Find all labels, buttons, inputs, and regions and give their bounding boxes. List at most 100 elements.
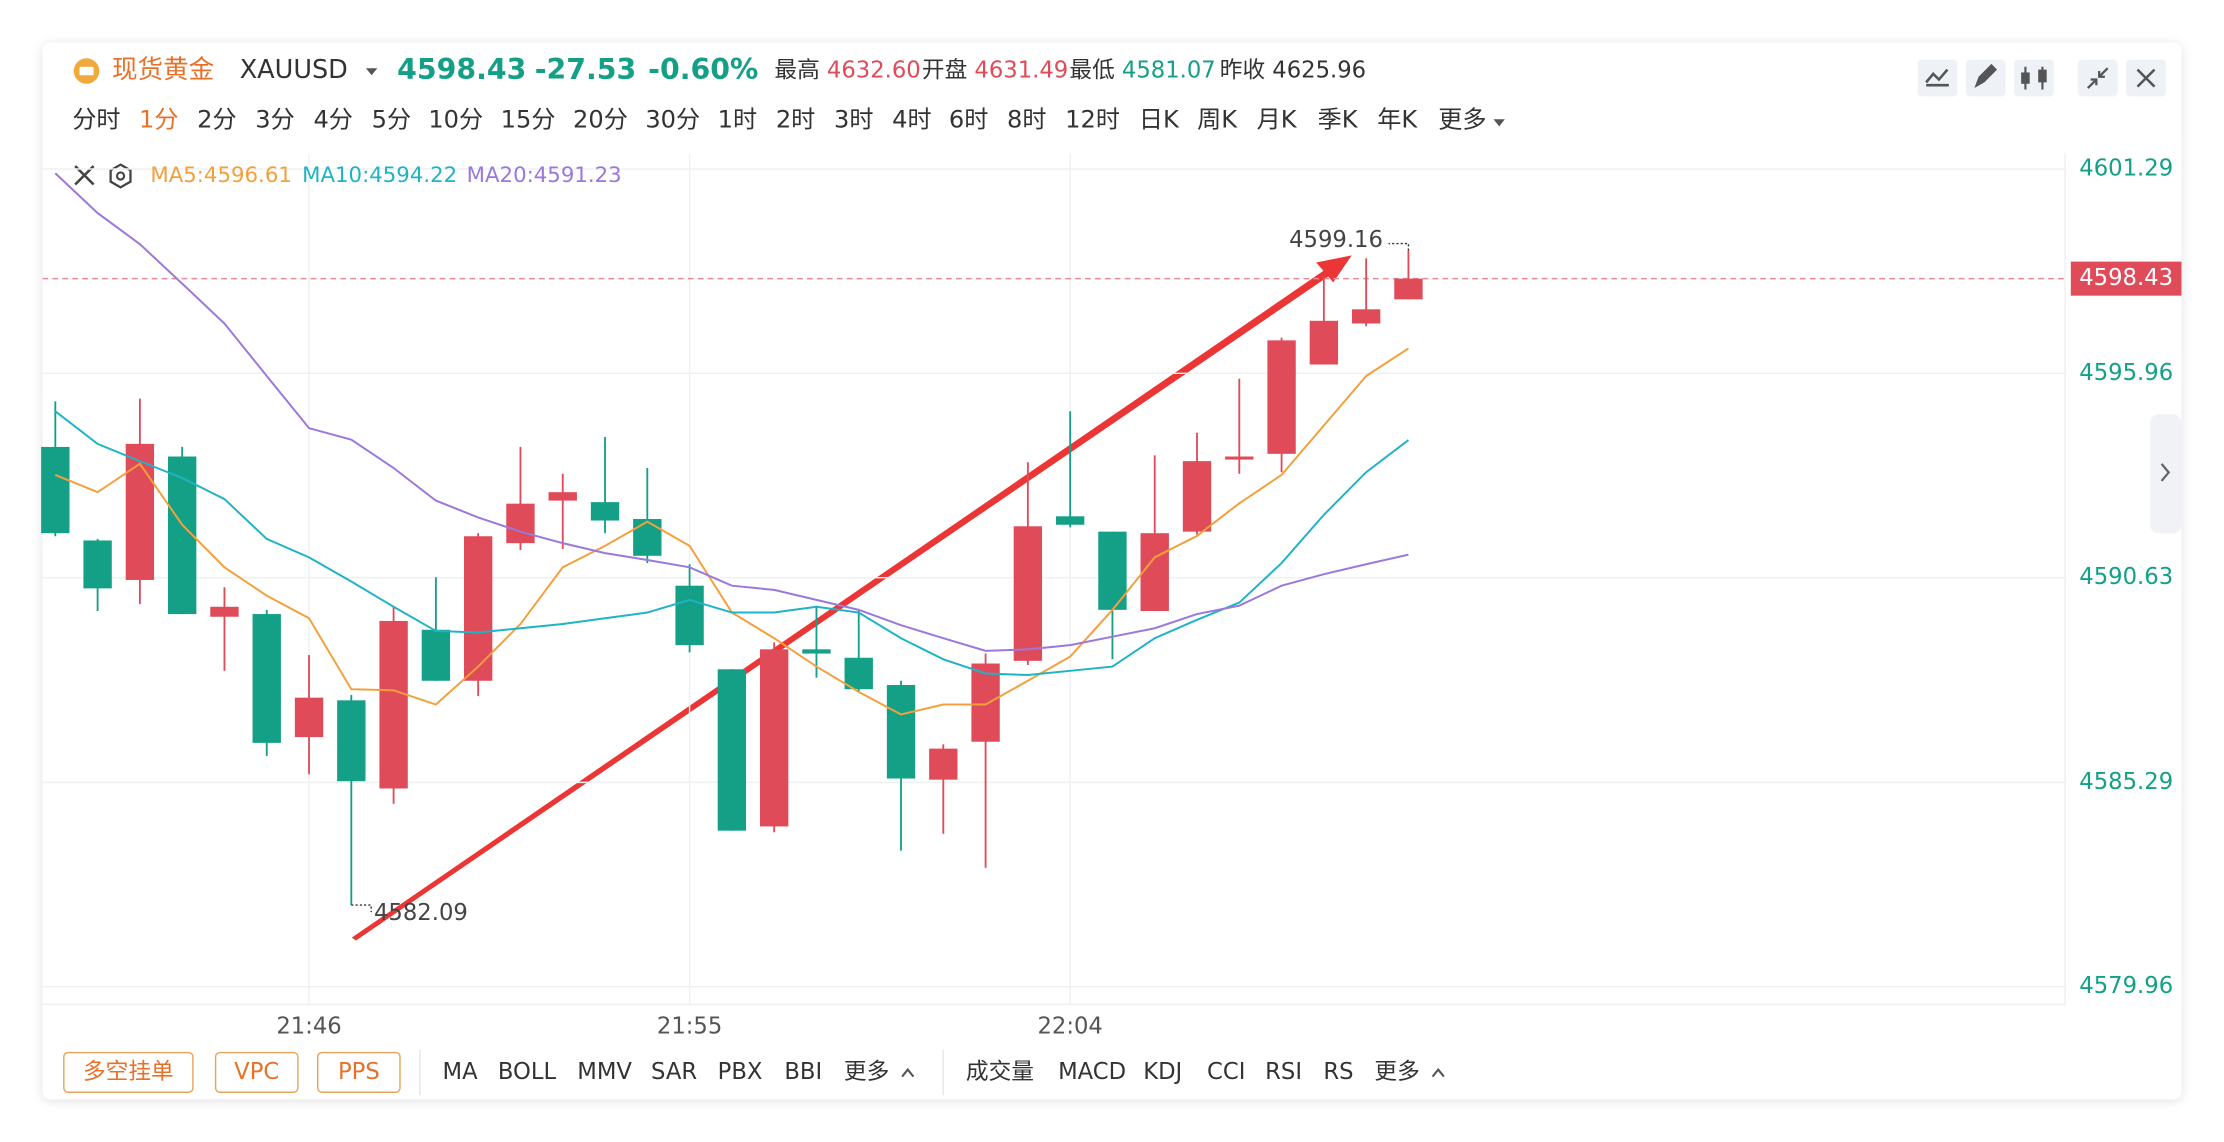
timeframe-tab[interactable]: 分时 [72,106,120,134]
indicator-tab[interactable]: MACD [1058,1059,1126,1085]
bottom-button-label[interactable]: PPS [338,1059,380,1085]
indicator-tab[interactable]: 成交量 [966,1059,1034,1085]
max-label: 4599.16 [1289,227,1383,253]
min-label: 4582.09 [374,900,468,926]
timeframe-tab[interactable]: 4分 [313,106,352,134]
timeframe-tab[interactable]: 1时 [718,106,757,134]
candle-body [294,697,324,738]
candle-body [633,518,662,556]
candle-body [844,657,873,690]
candle-body [590,502,620,521]
timeframe-tab[interactable]: 年K [1377,106,1418,134]
stat-value: 4625.96 [1272,58,1366,84]
candle-body [1182,461,1212,532]
pen-icon [1974,63,1998,89]
timeframe-tab[interactable]: 8时 [1007,106,1046,134]
indicator-tab[interactable]: 更多 [844,1059,889,1085]
candle-body [1140,533,1169,612]
candle-body [252,614,281,743]
stat-value: 4632.60 [827,58,921,84]
last-price-tag [2070,261,2182,296]
candle-body [210,606,239,617]
timeframe-tab[interactable]: 3时 [834,106,873,134]
bottom-button-label[interactable]: 多空挂单 [83,1059,174,1085]
indicator-tab[interactable]: KDJ [1143,1059,1182,1085]
x-tick-label: 21:55 [657,1014,722,1040]
tool-button[interactable] [2077,59,2118,97]
side-chevron [2160,463,2171,482]
timeframe-tab[interactable]: 季K [1318,106,1359,134]
indicator-tab[interactable]: SAR [651,1059,697,1085]
stat-value: 4581.07 [1122,58,1216,84]
indicator-tab[interactable]: PBX [718,1059,763,1085]
more-chevron [901,1067,915,1078]
symbol-caret[interactable] [365,68,378,76]
legend-entry: MA5:4596.61 [150,163,292,188]
candle-body [971,663,1000,742]
timeframe-tab[interactable]: 日K [1139,106,1180,134]
y-tick-label: 4585.29 [2079,769,2173,795]
tool-button[interactable] [2014,59,2054,97]
candle-body [379,620,408,789]
more-chevron [1431,1067,1445,1078]
candle-icon [2021,72,2030,84]
timeframe-tab[interactable]: 3分 [255,106,294,134]
timeframe-tab[interactable]: 5分 [372,106,411,134]
timeframe-tab[interactable]: 周K [1197,106,1238,134]
bottom-button-label[interactable]: VPC [234,1059,279,1085]
timeframe-tab[interactable]: 6时 [949,106,988,134]
stat-label: 开盘 [922,58,967,84]
trend-arrowhead [1316,255,1352,283]
indicator-tab[interactable]: RSI [1265,1059,1302,1085]
x-tick-label: 22:04 [1037,1014,1102,1040]
change-pct: -0.60% [648,53,758,86]
candle-body [1225,456,1254,460]
candle-body [337,700,366,782]
bottom-button[interactable] [214,1051,299,1093]
candle-body [929,748,958,780]
close-icon [2136,68,2156,88]
y-tick-label: 4601.29 [2079,156,2173,182]
symbol[interactable]: XAUUSD [240,55,348,85]
shrink-icon [2087,67,2109,89]
timeframe-tab[interactable]: 30分 [645,106,700,134]
timeframe-tab[interactable]: 2时 [776,106,815,134]
timeframe-tab[interactable]: 12时 [1065,106,1120,134]
indicator-tab[interactable]: MMV [577,1059,632,1085]
last-price-label: 4598.43 [2079,265,2173,291]
x-tick-label: 21:46 [276,1014,341,1040]
indicator-tab[interactable]: RS [1323,1059,1353,1085]
timeframe-tab[interactable]: 10分 [428,106,483,134]
candle-body [759,649,789,827]
bottom-button[interactable] [63,1051,194,1093]
y-tick-label: 4595.96 [2079,360,2173,386]
indicator-tab[interactable]: BBI [784,1059,822,1085]
timeframe-tab[interactable]: 4时 [892,106,931,134]
candle-body [1055,516,1085,525]
timeframe-tab[interactable]: 20分 [573,106,628,134]
candle-body [1394,278,1423,300]
change: -27.53 [535,53,636,86]
indicator-tab[interactable]: CCI [1207,1059,1245,1085]
trend-arrow [351,258,1345,941]
ma-line [54,172,1409,652]
stat-label: 昨收 [1220,58,1265,84]
bottom-button[interactable] [317,1051,401,1093]
instrument-name: 现货黄金 [112,55,214,85]
price: 4598.43 [397,53,526,86]
indicator-tab[interactable]: BOLL [498,1059,557,1085]
timeframe-tab[interactable]: 1分 [139,106,178,134]
indicator-tab[interactable]: 更多 [1374,1059,1419,1085]
indicator-tab[interactable]: MA [443,1059,479,1085]
timeframe-tab[interactable]: 2分 [197,106,236,134]
ma-line [54,410,1410,677]
timeframe-tab[interactable]: 更多 [1438,106,1486,134]
timeframe-tab[interactable]: 月K [1257,106,1298,134]
timeframe-tab[interactable]: 15分 [501,106,556,134]
gold-icon-bar [79,66,94,76]
side-handle[interactable] [2150,414,2182,534]
legend-settings[interactable] [109,163,132,189]
legend-entry: MA20:4591.23 [467,163,622,188]
